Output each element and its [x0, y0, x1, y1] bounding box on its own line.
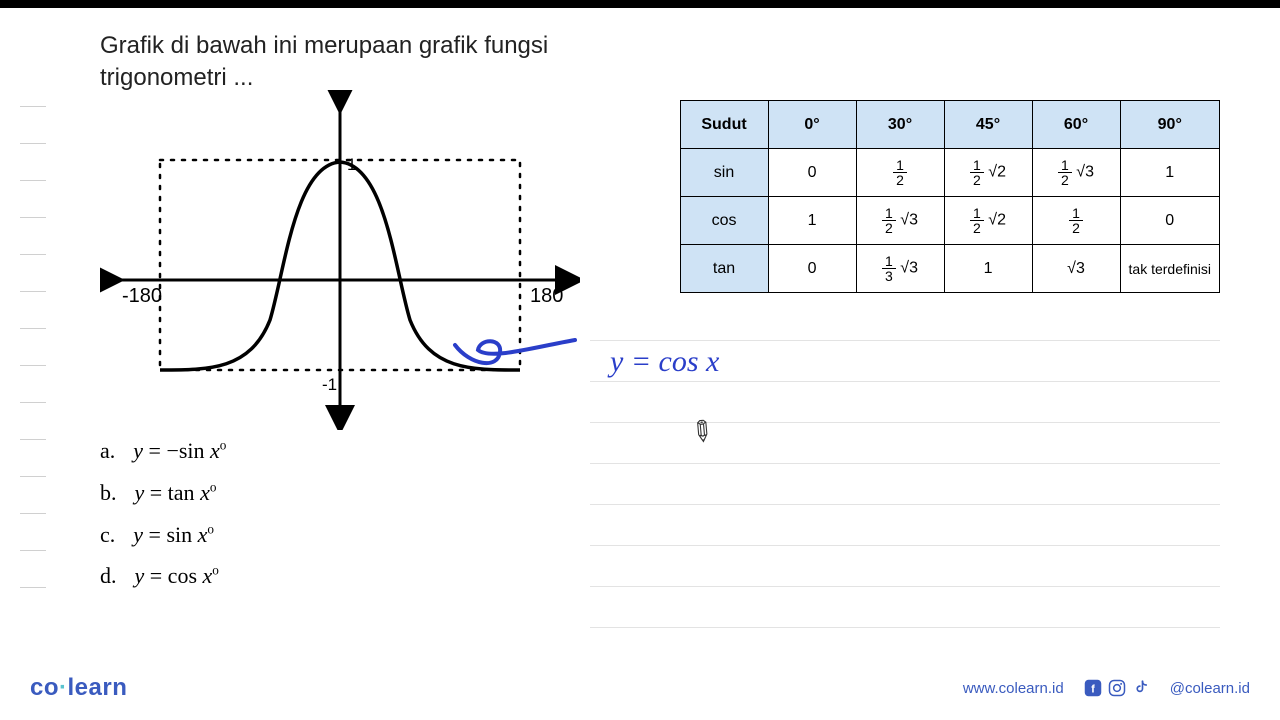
left-margin-ticks [20, 70, 46, 624]
facebook-icon: f [1084, 679, 1102, 697]
answer-options: a.y = −sin xo b.y = tan xo c.y = sin xo … [100, 430, 226, 597]
question-text: Grafik di bawah ini merupaan grafik fung… [100, 30, 1220, 95]
ylabel-neg1: -1 [322, 375, 337, 394]
ylabel-1: 1 [347, 155, 356, 174]
instagram-icon [1108, 679, 1126, 697]
brand-logo: co·learn [30, 674, 127, 702]
handwritten-answer: y = cos x [610, 345, 719, 379]
footer-url: www.colearn.id [963, 680, 1064, 697]
xlabel-pos: 180 [530, 285, 563, 307]
tiktok-icon [1132, 679, 1150, 697]
trig-graph: -180 180 1 -1 [100, 90, 580, 430]
footer-handle: @colearn.id [1170, 680, 1250, 697]
xlabel-neg: -180 [122, 285, 162, 307]
trig-value-table: Sudut 0° 30° 45° 60° 90° sin 0 12 12 √2 … [680, 100, 1220, 293]
svg-text:f: f [1091, 684, 1095, 696]
